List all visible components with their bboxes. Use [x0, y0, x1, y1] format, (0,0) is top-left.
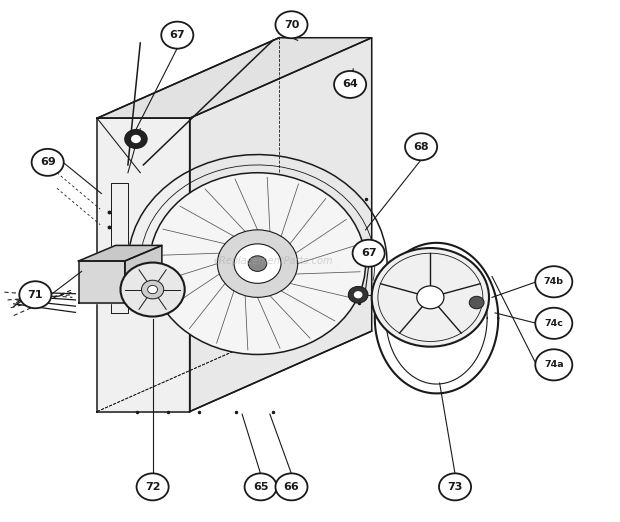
Polygon shape: [125, 245, 162, 303]
Circle shape: [354, 291, 363, 299]
Text: 67: 67: [169, 30, 185, 40]
Text: 68: 68: [414, 142, 429, 152]
Circle shape: [234, 244, 281, 283]
Text: 64: 64: [342, 79, 358, 89]
Text: 71: 71: [27, 290, 43, 300]
Circle shape: [275, 11, 308, 38]
Circle shape: [161, 21, 193, 49]
Circle shape: [535, 266, 572, 298]
Polygon shape: [190, 38, 372, 411]
Text: 66: 66: [283, 482, 299, 492]
Circle shape: [372, 248, 489, 347]
Circle shape: [405, 133, 437, 160]
Circle shape: [417, 286, 444, 309]
Text: 73: 73: [448, 482, 463, 492]
Text: 74a: 74a: [544, 360, 564, 370]
Circle shape: [469, 296, 484, 309]
Circle shape: [348, 287, 368, 303]
Circle shape: [535, 308, 572, 339]
Circle shape: [131, 135, 141, 143]
Text: 70: 70: [284, 20, 299, 30]
Polygon shape: [79, 245, 162, 261]
Circle shape: [141, 280, 164, 299]
Circle shape: [149, 173, 366, 354]
Text: 67: 67: [361, 248, 376, 258]
Circle shape: [19, 281, 51, 309]
Circle shape: [535, 349, 572, 381]
Circle shape: [244, 473, 277, 501]
Polygon shape: [97, 118, 190, 411]
Text: 72: 72: [145, 482, 161, 492]
Text: 65: 65: [253, 482, 268, 492]
Circle shape: [125, 129, 147, 148]
Circle shape: [148, 286, 157, 294]
Text: 69: 69: [40, 157, 56, 168]
Circle shape: [353, 240, 384, 267]
Circle shape: [439, 473, 471, 501]
Circle shape: [248, 256, 267, 271]
Text: eReplacementParts.com: eReplacementParts.com: [213, 256, 333, 266]
Polygon shape: [97, 38, 372, 118]
Text: 74b: 74b: [544, 277, 564, 286]
Circle shape: [218, 230, 298, 298]
Circle shape: [32, 149, 64, 176]
Circle shape: [334, 71, 366, 98]
Polygon shape: [79, 261, 125, 303]
Text: 74c: 74c: [544, 319, 563, 328]
Circle shape: [136, 473, 169, 501]
Circle shape: [275, 473, 308, 501]
Circle shape: [120, 263, 185, 316]
